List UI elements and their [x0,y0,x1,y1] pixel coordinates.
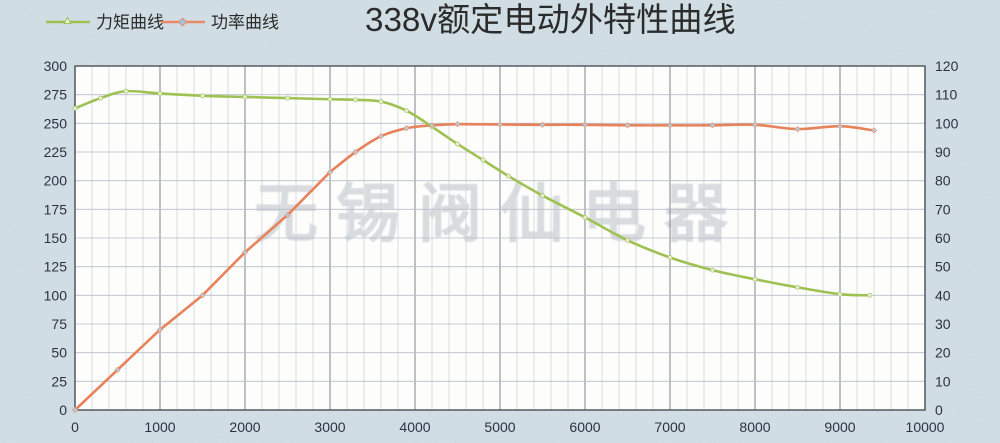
svg-text:125: 125 [44,259,68,275]
svg-text:20: 20 [935,345,951,361]
svg-text:0: 0 [59,402,67,418]
svg-text:30: 30 [935,316,951,332]
svg-text:70: 70 [935,201,951,217]
svg-text:功率曲线: 功率曲线 [211,13,279,32]
svg-text:80: 80 [935,173,951,189]
svg-text:0: 0 [935,402,943,418]
svg-text:7000: 7000 [654,419,685,435]
svg-text:25: 25 [51,373,67,389]
svg-text:40: 40 [935,287,951,303]
svg-text:10: 10 [935,373,951,389]
svg-text:0: 0 [71,419,79,435]
svg-text:6000: 6000 [569,419,600,435]
svg-text:250: 250 [44,115,68,131]
svg-text:200: 200 [44,173,68,189]
svg-text:60: 60 [935,230,951,246]
svg-text:150: 150 [44,230,68,246]
svg-text:338v额定电动外特性曲线: 338v额定电动外特性曲线 [365,2,736,39]
svg-text:100: 100 [44,287,68,303]
svg-text:225: 225 [44,144,68,160]
svg-text:175: 175 [44,201,68,217]
svg-text:300: 300 [44,58,68,74]
svg-text:2000: 2000 [229,419,260,435]
svg-text:275: 275 [44,87,68,103]
svg-text:4000: 4000 [399,419,430,435]
svg-text:110: 110 [935,87,958,103]
svg-text:90: 90 [935,144,951,160]
svg-text:9000: 9000 [824,419,855,435]
svg-text:75: 75 [51,316,67,332]
svg-text:10000: 10000 [906,419,945,435]
svg-text:120: 120 [935,58,959,74]
svg-text:50: 50 [51,345,67,361]
svg-text:50: 50 [935,259,951,275]
svg-text:8000: 8000 [739,419,770,435]
svg-text:5000: 5000 [484,419,515,435]
svg-text:1000: 1000 [144,419,175,435]
svg-text:力矩曲线: 力矩曲线 [96,13,164,32]
svg-text:100: 100 [935,115,959,131]
svg-text:3000: 3000 [314,419,345,435]
